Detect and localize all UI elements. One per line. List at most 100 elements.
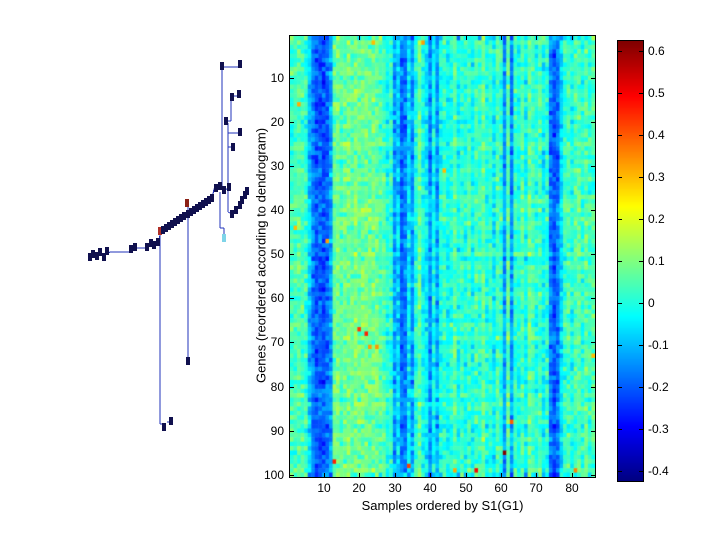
y-tick-mark — [591, 387, 595, 388]
y-tick-mark — [290, 387, 294, 388]
dendrogram-node-marker — [218, 182, 222, 190]
dendrogram-node-marker — [145, 243, 149, 251]
colorbar-tick-mark — [618, 471, 622, 472]
colorbar-tick-mark — [618, 303, 622, 304]
dendrogram-node-marker — [182, 212, 186, 220]
dendrogram-node-marker — [164, 224, 168, 232]
dendrogram-node-marker — [204, 198, 208, 206]
dendrogram-node-marker — [133, 243, 137, 251]
y-tick-label: 30 — [270, 159, 284, 173]
dendrogram-node-marker — [238, 201, 242, 209]
dendrogram-node-marker — [173, 218, 177, 226]
y-tick-label: 50 — [270, 247, 284, 261]
y-tick-label: 100 — [263, 468, 284, 482]
colorbar-tick-label: -0.2 — [648, 380, 669, 394]
colorbar-tick-mark — [618, 345, 622, 346]
y-tick-mark — [591, 166, 595, 167]
dendrogram-node-marker — [91, 250, 95, 258]
x-tick-mark — [324, 36, 325, 40]
x-tick-label: 50 — [459, 481, 473, 495]
colorbar-tick-label: 0.2 — [648, 212, 665, 226]
y-tick-mark — [591, 342, 595, 343]
x-tick-label: 60 — [494, 481, 508, 495]
dendrogram-node-marker — [240, 196, 244, 204]
x-tick-mark — [430, 473, 431, 477]
y-tick-mark — [591, 210, 595, 211]
dendrogram-node-marker — [210, 194, 214, 202]
dendrogram-node-marker — [186, 210, 190, 218]
dendrogram-node-marker — [185, 199, 189, 207]
colorbar-tick-mark — [618, 387, 622, 388]
x-tick-mark — [501, 36, 502, 40]
y-tick-mark — [290, 78, 294, 79]
x-tick-mark — [359, 473, 360, 477]
colorbar-tick-mark — [639, 93, 643, 94]
x-tick-label: 40 — [423, 481, 437, 495]
colorbar-tick-label: 0.1 — [648, 254, 665, 268]
dendrogram-node-marker — [207, 196, 211, 204]
dendrogram-node-marker — [201, 200, 205, 208]
x-tick-mark — [359, 36, 360, 40]
dendrogram-node-marker — [224, 117, 228, 125]
heatmap-canvas — [290, 36, 595, 477]
x-tick-label: 70 — [529, 481, 543, 495]
dendrogram-node-marker — [222, 234, 226, 242]
dendrogram-node-marker — [149, 239, 153, 247]
colorbar-tick-label: 0.6 — [648, 44, 665, 58]
colorbar-tick-label: 0 — [648, 296, 655, 310]
dendrogram-node-marker — [234, 206, 238, 214]
dendrogram-node-marker — [222, 186, 226, 194]
colorbar-canvas — [618, 41, 643, 481]
y-tick-mark — [290, 475, 294, 476]
y-tick-mark — [290, 166, 294, 167]
dendrogram-node-marker — [189, 208, 193, 216]
dendrogram-node-marker — [231, 143, 235, 151]
x-tick-mark — [395, 36, 396, 40]
dendrogram-node-marker — [179, 214, 183, 222]
colorbar-tick-mark — [639, 261, 643, 262]
colorbar-tick-mark — [639, 177, 643, 178]
dendrogram-node-marker — [198, 202, 202, 210]
y-tick-label: 80 — [270, 380, 284, 394]
colorbar-tick-mark — [639, 429, 643, 430]
y-tick-label: 70 — [270, 335, 284, 349]
dendrogram-node-marker — [186, 357, 190, 365]
y-tick-mark — [591, 78, 595, 79]
dendrogram-node-marker — [170, 220, 174, 228]
colorbar-tick-label: -0.1 — [648, 338, 669, 352]
y-tick-mark — [591, 475, 595, 476]
colorbar-tick-mark — [618, 219, 622, 220]
dendrogram-node-marker — [230, 93, 234, 101]
colorbar-tick-label: -0.3 — [648, 422, 669, 436]
x-tick-label: 20 — [352, 481, 366, 495]
colorbar-tick-mark — [639, 135, 643, 136]
dendrogram-node-marker — [162, 423, 166, 431]
dendrogram-node-marker — [156, 238, 160, 246]
colorbar-tick-label: 0.3 — [648, 170, 665, 184]
dendrogram-node-marker — [237, 90, 241, 98]
dendrogram-node-marker — [176, 216, 180, 224]
dendrogram-node-marker — [95, 252, 99, 260]
dendrogram-node-marker — [102, 253, 106, 261]
x-tick-mark — [395, 473, 396, 477]
dendrogram-node-marker — [195, 204, 199, 212]
colorbar-tick-mark — [618, 93, 622, 94]
dendrogram-node-marker — [167, 222, 171, 230]
y-tick-mark — [290, 298, 294, 299]
x-tick-mark — [466, 36, 467, 40]
dendrogram-node-marker — [161, 226, 165, 234]
y-tick-mark — [290, 254, 294, 255]
dendrogram-node-marker — [220, 62, 224, 70]
x-tick-mark — [324, 473, 325, 477]
x-tick-label: 10 — [317, 481, 331, 495]
x-tick-mark — [501, 473, 502, 477]
y-tick-mark — [591, 254, 595, 255]
colorbar-tick-mark — [639, 471, 643, 472]
x-tick-mark — [536, 36, 537, 40]
dendrogram-node-marker — [214, 184, 218, 192]
dendrogram-node-marker — [169, 417, 173, 425]
dendrogram-node-marker — [105, 247, 109, 255]
x-axis-label: Samples ordered by S1(G1) — [361, 498, 524, 513]
y-tick-mark — [591, 122, 595, 123]
